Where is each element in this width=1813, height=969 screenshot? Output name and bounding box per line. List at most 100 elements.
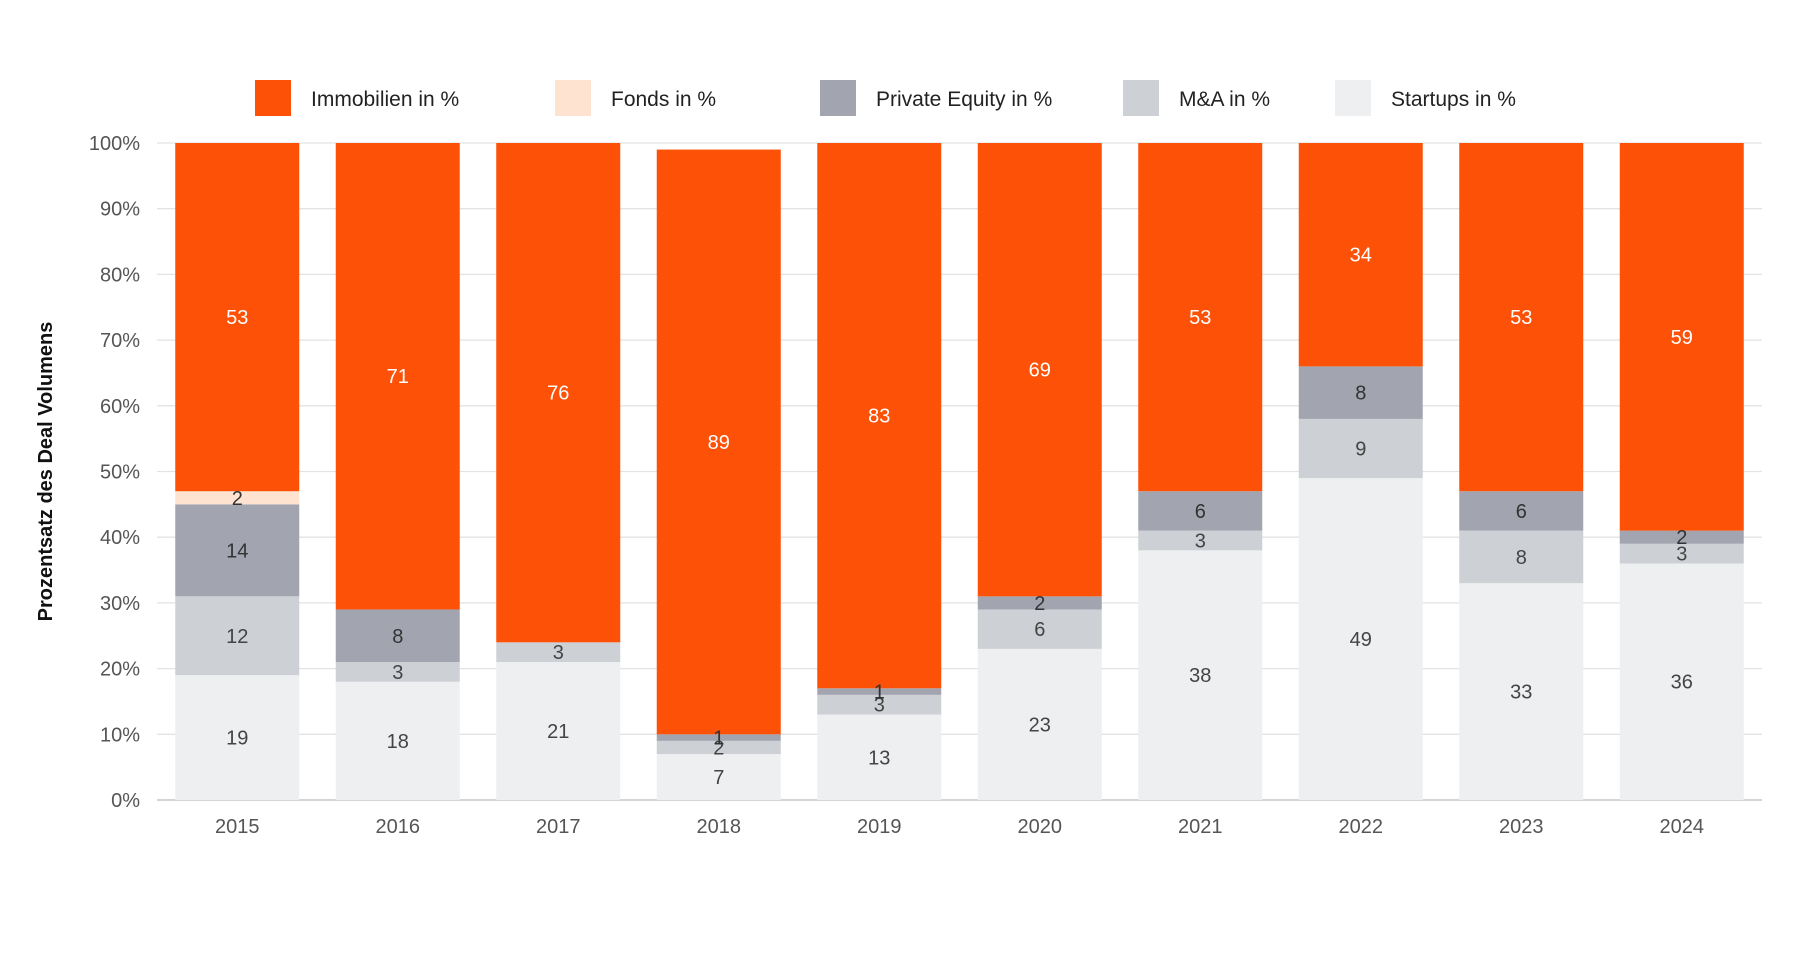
x-tick-label: 2024 <box>1660 816 1705 838</box>
x-tick-label: 2018 <box>697 816 742 838</box>
data-label: 3 <box>553 642 564 664</box>
axes: 0% 10% 20% 30% 40% 50% 60% 70% 80% 90% 100% Prozent… <box>35 133 1704 838</box>
data-label: 3 <box>392 662 403 684</box>
bar-segment <box>175 675 300 800</box>
y-tick-label: 20% <box>100 659 140 681</box>
bar-segment <box>175 596 300 676</box>
bar-segment <box>335 662 460 682</box>
legend-swatch <box>555 80 591 116</box>
bar-segment <box>977 596 1102 610</box>
bar-segment <box>656 734 781 741</box>
bar-segment <box>335 143 460 610</box>
data-labels: 1912142531838712137672189133183236269383… <box>226 245 1693 789</box>
bars <box>175 143 1744 800</box>
data-label: 18 <box>387 731 409 753</box>
x-tick-label: 2023 <box>1499 816 1544 838</box>
data-label: 12 <box>226 626 248 648</box>
x-tick-label: 2015 <box>215 816 260 838</box>
data-label: 3 <box>874 695 885 717</box>
bar-segment <box>656 740 781 755</box>
data-label: 9 <box>1355 439 1366 461</box>
x-tick-label: 2022 <box>1339 816 1384 838</box>
data-label: 36 <box>1671 672 1693 694</box>
data-label: 1 <box>874 682 885 704</box>
data-label: 76 <box>547 383 569 405</box>
bar-segment <box>817 143 942 689</box>
legend-swatch <box>820 80 856 116</box>
bar-segment <box>1619 563 1744 800</box>
legend-item: Fonds in % <box>555 80 716 116</box>
bar-segment <box>1459 491 1584 531</box>
legend-label: M&A in % <box>1179 88 1270 111</box>
bar-segment <box>175 504 300 597</box>
bar-segment <box>496 642 621 663</box>
bar-segment <box>175 143 300 492</box>
data-label: 2 <box>232 488 243 510</box>
data-label: 6 <box>1516 501 1527 523</box>
y-tick-label: 80% <box>100 264 140 286</box>
legend-item: Immobilien in % <box>255 80 459 116</box>
bar-segment <box>1298 418 1423 479</box>
legend-item: M&A in % <box>1123 80 1270 116</box>
data-label: 53 <box>1510 307 1532 329</box>
y-axis-title: Prozentsatz des Deal Volumens <box>35 322 57 622</box>
bar-segment <box>1619 543 1744 564</box>
data-label: 49 <box>1350 629 1372 651</box>
bar-segment <box>1138 530 1263 551</box>
bar-segment <box>1298 143 1423 367</box>
legend-label: Fonds in % <box>611 88 716 111</box>
data-label: 8 <box>1355 383 1366 405</box>
bar-segment <box>1138 491 1263 531</box>
bar-segment <box>817 714 942 800</box>
y-tick-label: 60% <box>100 396 140 418</box>
data-label: 14 <box>226 540 248 562</box>
bar-segment <box>817 688 942 695</box>
y-tick-label: 0% <box>111 790 140 812</box>
data-label: 6 <box>1195 501 1206 523</box>
data-label: 59 <box>1671 327 1693 349</box>
y-tick-label: 10% <box>100 724 140 746</box>
data-label: 33 <box>1510 682 1532 704</box>
bar-segment <box>1459 530 1584 584</box>
x-tick-label: 2019 <box>857 816 902 838</box>
bar-segment <box>656 149 781 735</box>
data-label: 1 <box>713 728 724 750</box>
data-label: 21 <box>547 721 569 743</box>
bar-segment <box>656 754 781 800</box>
legend-item: Private Equity in % <box>820 80 1052 116</box>
legend-swatch <box>255 80 291 116</box>
x-tick-label: 2016 <box>376 816 421 838</box>
bar-segment <box>1138 143 1263 492</box>
legend-label: Private Equity in % <box>876 88 1052 111</box>
bar-segment <box>1138 550 1263 800</box>
legend-label: Immobilien in % <box>311 88 459 111</box>
bar-segment <box>977 648 1102 800</box>
bar-segment <box>335 681 460 800</box>
legend-label: Startups in % <box>1391 88 1516 111</box>
data-label: 3 <box>1195 530 1206 552</box>
bar-segment <box>496 143 621 643</box>
data-label: 89 <box>708 432 730 454</box>
bar-segment <box>496 662 621 800</box>
bar-segment <box>1619 530 1744 544</box>
data-label: 23 <box>1029 714 1051 736</box>
legend-item: Startups in % <box>1335 80 1516 116</box>
bar-segment <box>1619 143 1744 531</box>
bar-segment <box>1459 143 1584 492</box>
data-label: 19 <box>226 728 248 750</box>
data-label: 38 <box>1189 665 1211 687</box>
y-tick-label: 70% <box>100 330 140 352</box>
data-label: 69 <box>1029 360 1051 382</box>
bar-segment <box>1298 366 1423 419</box>
data-label: 13 <box>868 747 890 769</box>
bar-segment <box>1298 478 1423 800</box>
legend-swatch <box>1335 80 1371 116</box>
x-tick-label: 2021 <box>1178 816 1223 838</box>
y-tick-label: 90% <box>100 199 140 221</box>
bar-segment <box>335 609 460 663</box>
y-tick-label: 30% <box>100 593 140 615</box>
data-label: 53 <box>1189 307 1211 329</box>
bar-segment <box>175 491 300 505</box>
